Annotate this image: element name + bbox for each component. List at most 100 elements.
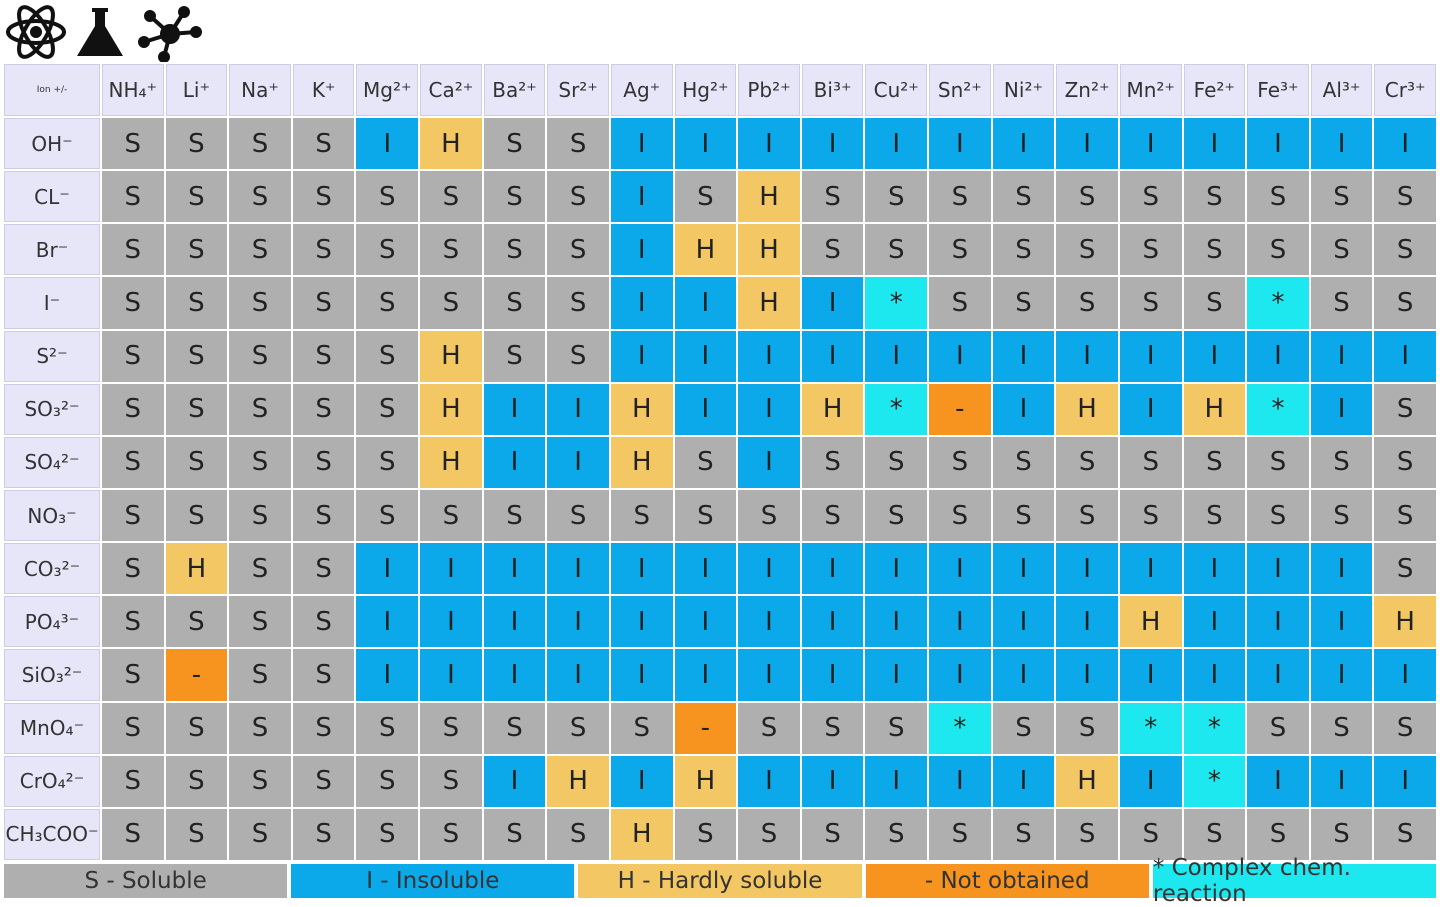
solubility-cell: I [610, 543, 673, 595]
cation-header: Zn²⁺ [1056, 64, 1118, 116]
solubility-cell: S [102, 543, 164, 595]
solubility-cell: S [229, 596, 291, 648]
solubility-cell: S [547, 224, 609, 276]
solubility-cell: S [483, 702, 546, 754]
solubility-cell: I [801, 118, 864, 170]
solubility-cell: I [1310, 596, 1373, 648]
solubility-cell: S [1119, 224, 1182, 276]
cation-header: Sn²⁺ [929, 64, 991, 116]
cation-header: Ag⁺ [610, 64, 673, 116]
solubility-cell: I [674, 596, 737, 648]
solubility-cell: S [356, 702, 419, 754]
solubility-cell: S [483, 224, 546, 276]
solubility-cell: S [229, 808, 291, 860]
solubility-cell: I [1247, 596, 1309, 648]
solubility-cell: S [1310, 808, 1373, 860]
solubility-cell: I [1374, 649, 1436, 701]
solubility-cell: I [929, 596, 991, 648]
solubility-cell: * [1183, 702, 1246, 754]
solubility-cell: I [738, 383, 800, 435]
cation-header: Cu²⁺ [865, 64, 928, 116]
solubility-cell: H [1374, 596, 1436, 648]
solubility-cell: S [165, 383, 228, 435]
solubility-cell: S [929, 436, 991, 488]
solubility-cell: S [165, 277, 228, 329]
solubility-cell: S [1374, 808, 1436, 860]
solubility-cell: I [1183, 118, 1246, 170]
solubility-cell: S [102, 171, 164, 223]
solubility-cell: S [292, 277, 355, 329]
solubility-cell: I [483, 596, 546, 648]
solubility-cell: S [1119, 489, 1182, 542]
solubility-cell: S [865, 489, 928, 542]
anion-header: SO₄²⁻ [4, 436, 100, 488]
solubility-cell: S [801, 808, 864, 860]
solubility-cell: S [992, 277, 1055, 329]
solubility-cell: S [292, 436, 355, 488]
solubility-cell: S [229, 224, 291, 276]
solubility-table: Ion +/- NH₄⁺ Li⁺ Na⁺ K⁺ Mg²⁺ Ca²⁺ Ba²⁺ Sr²⁺ Ag⁺ Hg… [4, 64, 1436, 860]
solubility-cell: I [1247, 118, 1309, 170]
cation-header: Al³⁺ [1310, 64, 1373, 116]
solubility-cell: I [929, 330, 991, 382]
solubility-cell: H [1056, 383, 1118, 435]
solubility-cell: S [356, 755, 419, 807]
solubility-cell: I [738, 330, 800, 382]
solubility-cell: S [1374, 543, 1436, 595]
solubility-cell: S [102, 489, 164, 542]
solubility-cell: I [1374, 330, 1436, 382]
solubility-cell: S [292, 171, 355, 223]
solubility-cell: S [1119, 808, 1182, 860]
solubility-cell: S [483, 489, 546, 542]
solubility-cell: S [229, 436, 291, 488]
solubility-cell: I [801, 277, 864, 329]
solubility-cell: * [1183, 755, 1246, 807]
solubility-cell: I [1247, 649, 1309, 701]
solubility-cell: S [1183, 808, 1246, 860]
solubility-cell: I [1183, 543, 1246, 595]
solubility-cell: S [356, 436, 419, 488]
solubility-cell: S [992, 171, 1055, 223]
solubility-cell: I [1119, 330, 1182, 382]
solubility-cell: H [738, 224, 800, 276]
solubility-cell: I [738, 755, 800, 807]
solubility-cell: I [674, 383, 737, 435]
solubility-cell: S [483, 118, 546, 170]
solubility-cell: S [229, 755, 291, 807]
solubility-cell: I [674, 543, 737, 595]
solubility-cell: I [483, 436, 546, 488]
corner-header: Ion +/- [4, 64, 100, 116]
solubility-cell: I [483, 383, 546, 435]
solubility-cell: S [1310, 224, 1373, 276]
solubility-cell: S [229, 277, 291, 329]
legend: S - Soluble I - Insoluble H - Hardly solub… [4, 855, 1437, 907]
solubility-cell: * [1119, 702, 1182, 754]
anion-header: SiO₃²⁻ [4, 649, 100, 701]
solubility-cell: I [483, 649, 546, 701]
solubility-cell: I [801, 755, 864, 807]
solubility-cell: S [420, 171, 482, 223]
cation-header: Sr²⁺ [547, 64, 609, 116]
solubility-cell: S [929, 277, 991, 329]
solubility-cell: I [1119, 118, 1182, 170]
solubility-cell: I [865, 755, 928, 807]
solubility-cell: I [610, 596, 673, 648]
solubility-cell: S [1374, 224, 1436, 276]
solubility-cell: H [610, 436, 673, 488]
legend-item: S - Soluble [4, 864, 288, 898]
solubility-cell: I [992, 118, 1055, 170]
solubility-cell: S [292, 224, 355, 276]
solubility-cell: I [674, 118, 737, 170]
solubility-cell: S [1183, 171, 1246, 223]
cation-header: Cr³⁺ [1374, 64, 1436, 116]
solubility-cell: I [865, 543, 928, 595]
solubility-cell: I [1119, 649, 1182, 701]
solubility-cell: S [292, 330, 355, 382]
solubility-cell: S [292, 808, 355, 860]
solubility-cell: S [801, 224, 864, 276]
solubility-cell: S [229, 702, 291, 754]
solubility-cell: I [610, 118, 673, 170]
solubility-cell: S [165, 808, 228, 860]
solubility-cell: S [102, 649, 164, 701]
cation-header: Mn²⁺ [1119, 64, 1182, 116]
